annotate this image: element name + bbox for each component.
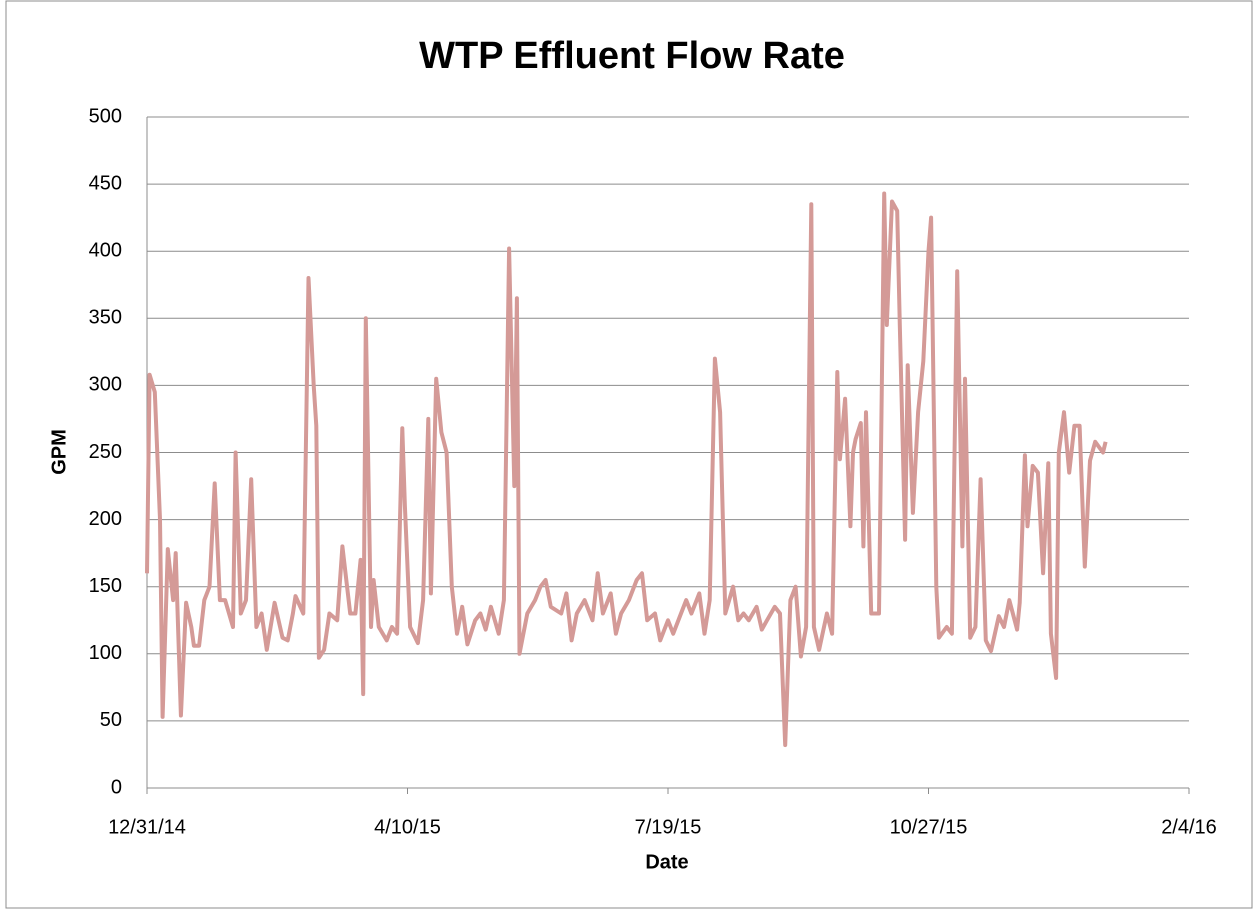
x-tick-label: 10/27/15 — [890, 816, 968, 838]
y-tick-label: 300 — [89, 374, 122, 396]
x-tick-label: 7/19/15 — [635, 816, 702, 838]
y-tick-label: 450 — [89, 172, 122, 194]
y-tick-label: 250 — [89, 441, 122, 463]
y-tick-label: 350 — [89, 307, 122, 329]
chart-title: WTP Effluent Flow Rate — [419, 35, 845, 77]
x-tick-label: 4/10/15 — [374, 816, 441, 838]
x-tick-label: 12/31/14 — [108, 816, 186, 838]
x-tick-label: 2/4/16 — [1161, 816, 1217, 838]
y-tick-label: 100 — [89, 642, 122, 664]
chart-border — [5, 0, 1253, 909]
data-line — [145, 191, 1108, 748]
y-axis-label: GPM — [48, 429, 70, 475]
y-tick-label: 500 — [89, 105, 122, 127]
y-tick-label: 0 — [111, 776, 122, 798]
y-tick-label: 400 — [89, 239, 122, 261]
y-tick-label: 150 — [89, 575, 122, 597]
y-tick-label: 200 — [89, 508, 122, 530]
y-tick-label: 50 — [100, 709, 122, 731]
x-axis-label: Date — [645, 851, 688, 873]
